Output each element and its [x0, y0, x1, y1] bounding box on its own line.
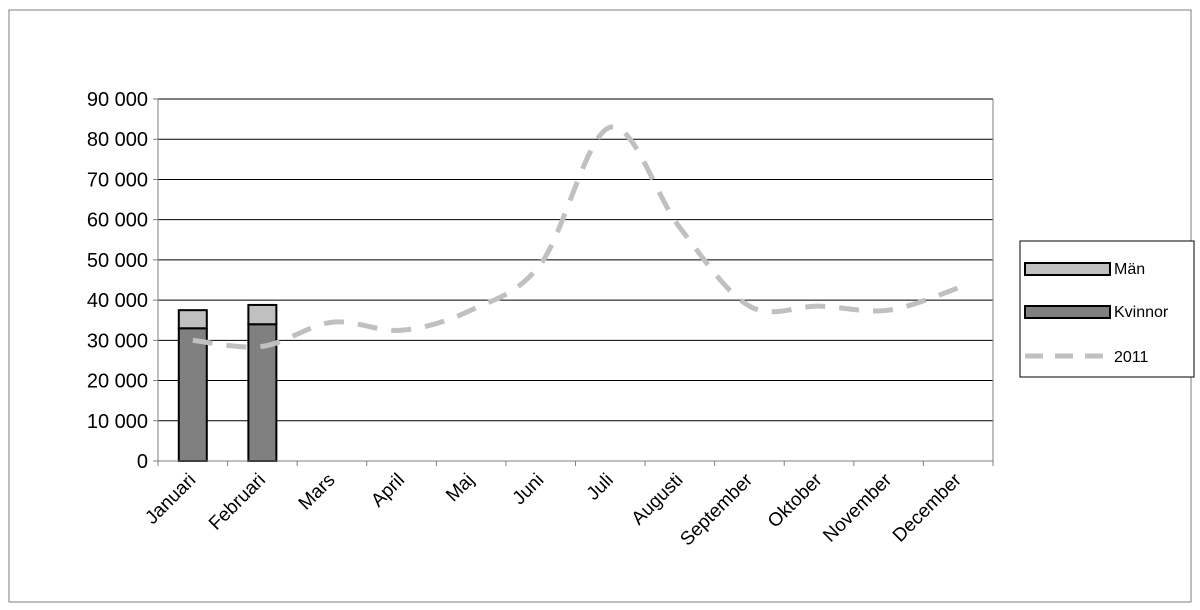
point-2011-februari: [260, 344, 265, 349]
y-tick-label: 20 000: [87, 371, 148, 393]
bar-kvinnor-januari: [177, 327, 208, 462]
y-tick-label: 30 000: [87, 330, 148, 352]
point-2011-april: [399, 328, 404, 333]
chart-area-border: [8, 9, 1192, 603]
legend-label-man: Män: [1114, 261, 1145, 278]
y-tick-label: 0: [137, 451, 148, 473]
y-tick-label: 40 000: [87, 290, 148, 312]
line-2011: [192, 124, 959, 350]
point-2011-oktober: [817, 304, 822, 309]
y-tick-label: 50 000: [87, 250, 148, 272]
y-tick-label: 70 000: [87, 169, 148, 191]
point-2011-augusti: [677, 225, 682, 230]
point-2011-juni: [538, 261, 543, 266]
point-2011-januari: [190, 338, 195, 343]
line-series: [190, 124, 961, 350]
y-tick-label: 80 000: [87, 129, 148, 151]
point-2011-november: [886, 308, 891, 313]
y-axis-tick-labels: 0 10 000 20 000 30 000 40 000 50 000 60 000 70 …: [87, 89, 148, 473]
y-tick-label: 10 000: [87, 411, 148, 433]
point-2011-mars: [329, 320, 334, 325]
legend-label-kvinnor: Kvinnor: [1114, 304, 1169, 321]
y-tick-label: 90 000: [87, 89, 148, 111]
point-2011-maj: [469, 308, 474, 313]
point-2011-september: [747, 304, 752, 309]
bar-man-januari: [177, 309, 208, 330]
legend-label-2011: 2011: [1114, 349, 1149, 366]
gridlines: [158, 98, 994, 461]
legend: Män Kvinnor 2011: [1019, 240, 1195, 378]
point-2011-juli: [608, 125, 613, 130]
axes: [153, 98, 994, 466]
bar-man-februari: [247, 303, 278, 326]
y-tick-label: 60 000: [87, 210, 148, 232]
legend-swatch-kvinnor: [1024, 305, 1111, 319]
legend-swatch-man: [1024, 262, 1111, 276]
point-2011-december: [956, 286, 961, 291]
